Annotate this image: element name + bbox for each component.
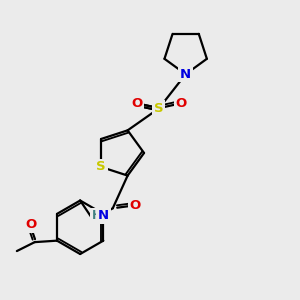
Text: O: O bbox=[176, 97, 187, 110]
Text: N: N bbox=[180, 68, 191, 81]
Text: H: H bbox=[92, 209, 101, 222]
Text: N: N bbox=[98, 209, 109, 222]
Text: O: O bbox=[26, 218, 37, 231]
Text: S: S bbox=[154, 102, 164, 115]
Text: O: O bbox=[131, 97, 142, 110]
Text: O: O bbox=[129, 199, 141, 212]
Text: S: S bbox=[96, 160, 106, 173]
